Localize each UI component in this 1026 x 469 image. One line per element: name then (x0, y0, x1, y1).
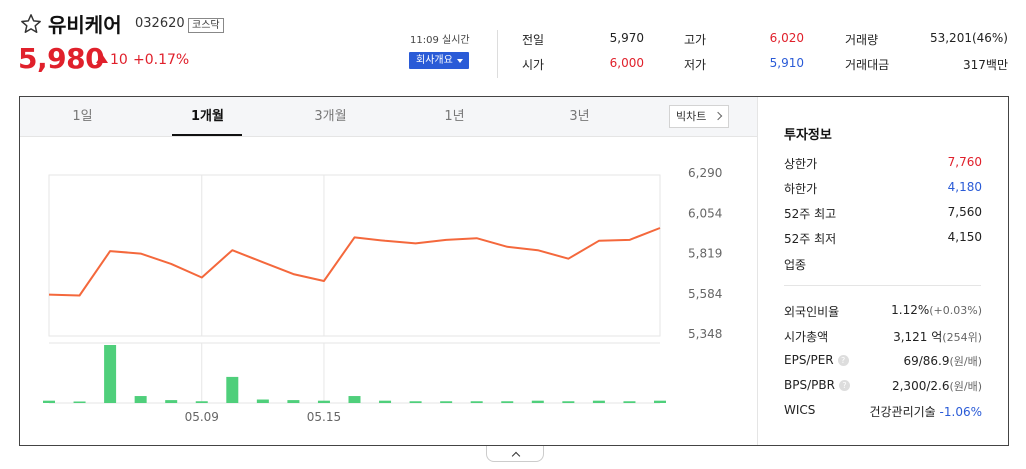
amount-label: 거래대금 (845, 58, 890, 72)
y-tick-label: 5,819 (688, 247, 722, 261)
price-change-pct: +0.17% (133, 52, 190, 68)
divider (757, 97, 758, 445)
x-tick-label: 05.15 (307, 410, 341, 424)
volume-bar (165, 400, 178, 403)
volume-bar (317, 400, 330, 403)
star-icon[interactable] (20, 13, 42, 35)
y-tick-label: 6,290 (688, 166, 722, 180)
period-tabs: 1일 1개월 3개월 1년 3년 빅차트 (20, 97, 757, 137)
prev-close-value: 5,970 (609, 31, 644, 45)
y-tick-label: 6,054 (688, 206, 722, 220)
open-label: 시가 (522, 58, 545, 72)
volume-bar (531, 400, 544, 403)
tab-label: 1개월 (191, 109, 224, 124)
price-change: 10 (110, 52, 128, 68)
stock-code: 032620 (135, 16, 185, 31)
company-overview-label: 회사개요 (416, 55, 453, 66)
tab-3month[interactable]: 3개월 (293, 97, 368, 137)
market-badge: 코스닥 (188, 18, 224, 33)
volume-bar (592, 400, 605, 403)
y-tick-label: 5,584 (688, 287, 722, 301)
volume-bar (470, 401, 483, 403)
low-value: 5,910 (769, 56, 804, 70)
big-chart-button[interactable]: 빅차트 (669, 105, 729, 128)
volume-bar (73, 401, 86, 403)
volume-bar (134, 396, 147, 403)
up-arrow-icon (96, 54, 108, 63)
volume-label: 거래량 (845, 33, 879, 47)
volume-bar (287, 400, 300, 403)
collapse-button[interactable] (486, 446, 544, 462)
realtime-label: 11:09 실시간 (410, 35, 470, 46)
tab-label: 3년 (569, 109, 590, 124)
volume-bar (623, 401, 636, 403)
tab-label: 3개월 (314, 109, 347, 124)
caret-down-icon (457, 59, 463, 63)
volume-bar (440, 401, 453, 403)
divider (497, 30, 498, 78)
volume-bar (195, 401, 208, 403)
low-label: 저가 (684, 58, 707, 72)
amount-value: 317백만 (963, 58, 1008, 72)
current-price: 5,980 (18, 42, 105, 75)
open-value: 6,000 (609, 56, 644, 70)
volume-bar (654, 400, 666, 403)
prev-close-label: 전일 (522, 33, 545, 47)
stock-name: 유비케어 (48, 13, 122, 37)
y-tick-label: 5,348 (688, 327, 722, 341)
tab-1year[interactable]: 1년 (417, 97, 492, 137)
volume-bar (43, 400, 55, 403)
volume-bar (409, 401, 422, 403)
company-overview-button[interactable]: 회사개요 (409, 52, 469, 69)
price-chart: 05.09 05.15 6,290 6,054 5,819 5,584 5,348 (43, 166, 722, 424)
chart-panel: 1일 1개월 3개월 1년 3년 빅차트 05.09 05.15 6,290 6,05… (19, 96, 1009, 446)
volume-bar (226, 376, 239, 403)
chevron-right-icon (713, 111, 723, 121)
volume-bar (379, 400, 392, 403)
volume-bar (501, 401, 514, 403)
high-value: 6,020 (769, 31, 804, 45)
volume-bar (256, 399, 269, 403)
tab-label: 1년 (444, 109, 465, 124)
tab-1day[interactable]: 1일 (45, 97, 120, 137)
volume-bar (348, 396, 361, 403)
big-chart-label: 빅차트 (676, 110, 707, 123)
x-tick-label: 05.09 (185, 410, 219, 424)
volume-value: 53,201(46%) (929, 31, 1008, 45)
tab-label: 1일 (72, 109, 93, 124)
volume-bar (562, 401, 575, 403)
price-line (48, 227, 661, 297)
tab-3year[interactable]: 3년 (542, 97, 617, 137)
volume-bar (104, 345, 117, 403)
active-tab-indicator (172, 134, 242, 136)
price-plot-frame (48, 174, 661, 337)
high-label: 고가 (684, 33, 707, 47)
stock-header: 유비케어 032620 코스닥 5,980 10 +0.17% 11:09 실시… (0, 0, 1026, 96)
chevron-up-icon (511, 451, 521, 461)
tab-1month[interactable]: 1개월 (170, 97, 245, 137)
